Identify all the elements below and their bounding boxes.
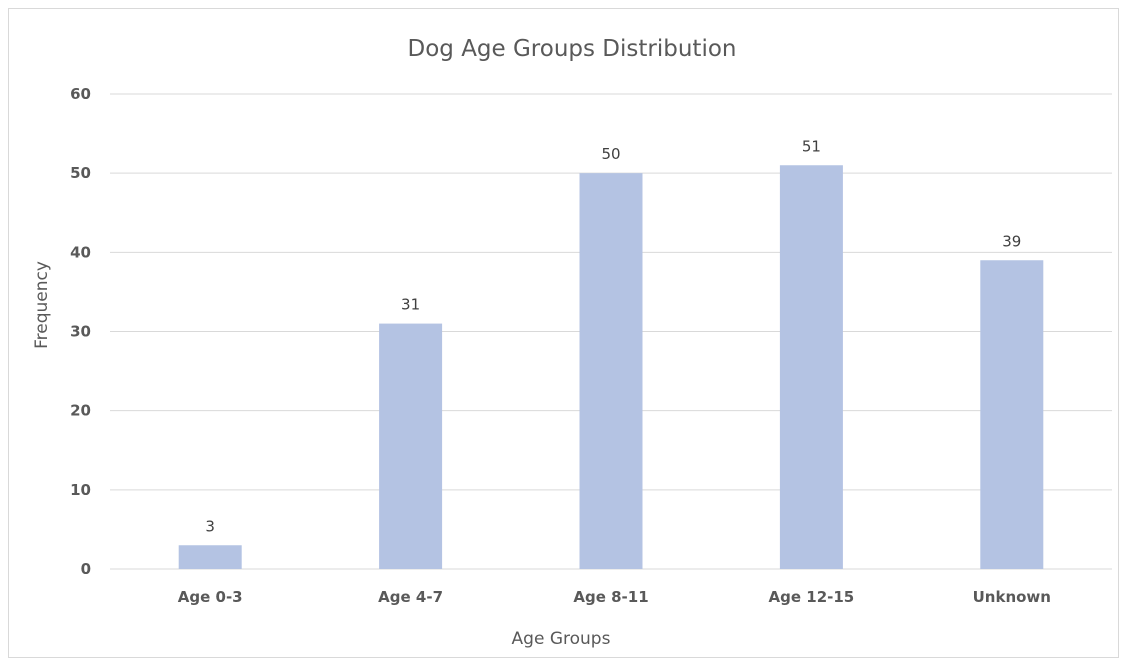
y-tick-label: 60 xyxy=(70,85,91,103)
x-tick-label: Age 4-7 xyxy=(378,588,443,606)
chart-title: Dog Age Groups Distribution xyxy=(408,36,737,62)
x-axis-tick-labels: Age 0-3 Age 4-7 Age 8-11 Age 12-15 Unknown xyxy=(178,588,1051,606)
y-tick-label: 50 xyxy=(70,164,91,182)
data-label: 3 xyxy=(205,517,215,535)
y-axis-tick-labels: 0 10 20 30 40 50 60 xyxy=(70,85,91,578)
y-tick-label: 20 xyxy=(70,402,91,420)
data-label: 50 xyxy=(601,145,620,163)
data-label: 39 xyxy=(1002,232,1021,250)
bar-age-12-15 xyxy=(779,165,843,569)
x-tick-label: Age 12-15 xyxy=(769,588,855,606)
x-axis-title: Age Groups xyxy=(512,629,611,649)
bar-unknown xyxy=(980,260,1044,569)
data-labels: 3 31 50 51 39 xyxy=(205,137,1021,535)
y-axis-title: Frequency xyxy=(32,261,52,349)
y-tick-label: 0 xyxy=(81,560,91,578)
bar-age-0-3 xyxy=(178,545,242,569)
y-tick-label: 40 xyxy=(70,243,91,261)
data-label: 31 xyxy=(401,296,420,314)
y-tick-label: 10 xyxy=(70,481,91,499)
x-tick-label: Age 8-11 xyxy=(573,588,648,606)
y-tick-label: 30 xyxy=(70,323,91,341)
data-label: 51 xyxy=(802,137,821,155)
bar-age-8-11 xyxy=(579,173,643,569)
bars xyxy=(178,165,1044,569)
bar-age-4-7 xyxy=(379,323,443,569)
x-tick-label: Age 0-3 xyxy=(178,588,243,606)
x-tick-label: Unknown xyxy=(973,588,1051,606)
